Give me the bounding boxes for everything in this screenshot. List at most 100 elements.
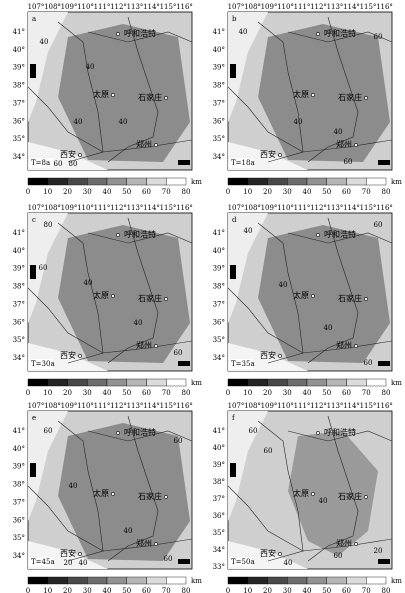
longitude-label: 112° (110, 204, 127, 212)
colorbar-segment (346, 378, 367, 387)
city-label: 石家庄 (138, 293, 162, 303)
dark-zone (258, 24, 390, 162)
latitude-label: 34° (213, 153, 225, 161)
panel-letter: d (232, 216, 237, 224)
colorbar-tick: 40 (103, 188, 112, 196)
city-marker (111, 294, 115, 298)
latitude-label: 36° (213, 512, 225, 520)
latitude-label: 38° (13, 82, 25, 90)
latitude-label: 34° (213, 546, 225, 554)
longitude-label: 114° (143, 3, 160, 11)
contour-label: 40 (334, 128, 343, 136)
city-marker (154, 143, 158, 147)
latitude-label: 41° (13, 229, 25, 237)
longitude-label: 110° (277, 3, 294, 11)
contour-label: 60 (44, 427, 53, 435)
city-marker (316, 233, 320, 237)
city-label: 石家庄 (138, 491, 162, 501)
colorbar-tick: 30 (283, 587, 292, 593)
colorbar-tick: 80 (182, 188, 191, 196)
city-label: 西安 (260, 548, 276, 558)
colorbar-segment (106, 177, 127, 186)
boundary (257, 420, 304, 562)
colorbar-tick: 60 (142, 188, 151, 196)
panel-letter: c (32, 216, 36, 224)
colorbar-unit: km (191, 178, 202, 186)
colorbar-segment (267, 576, 288, 585)
colorbar-unit: km (391, 379, 402, 387)
colorbar-tick: 20 (63, 587, 72, 593)
longitude-label: 113° (127, 402, 144, 410)
city-label: 郑州 (336, 538, 352, 548)
longitude-label: 115° (360, 3, 377, 11)
longitude-label: 110° (77, 204, 94, 212)
contour-label: 80 (44, 221, 53, 229)
contour-label: 40 (294, 118, 303, 126)
colorbar-segment (47, 378, 68, 387)
longitude-label: 108° (244, 3, 261, 11)
boundary (307, 217, 359, 364)
contour-label: 60 (249, 427, 258, 435)
city-label: 石家庄 (338, 491, 362, 501)
contour-label: 40 (86, 63, 95, 71)
colorbar-tick: 30 (283, 188, 292, 196)
colorbar-segment (87, 177, 108, 186)
colorbar-segment (227, 378, 248, 387)
city-marker (116, 32, 120, 36)
contour-label: 40 (239, 28, 248, 36)
city-marker (164, 96, 168, 100)
city-label: 西安 (60, 548, 76, 558)
city-marker (154, 542, 158, 546)
light-zone (228, 213, 268, 323)
latitude-label: 34° (13, 552, 25, 560)
latitude-label: 39° (13, 265, 25, 273)
longitude-label: 114° (143, 204, 160, 212)
city-marker (364, 495, 368, 499)
contour-label: 40 (69, 482, 78, 490)
colorbar-segment (326, 576, 347, 585)
city-marker (116, 233, 120, 237)
colorbar-segment (287, 177, 308, 186)
latitude-label: 40° (213, 444, 225, 452)
city-marker (111, 492, 115, 496)
latitude-label: 41° (13, 28, 25, 36)
city-marker (311, 492, 315, 496)
edge-artifact (178, 559, 190, 564)
colorbar-segment (306, 576, 327, 585)
colorbar-segment (346, 576, 367, 585)
contour-label: 60 (374, 221, 383, 229)
city-marker (154, 344, 158, 348)
boundary (107, 415, 159, 562)
map-panel: 107° 108° 109° 110° 111° 112° 113° 114° 115° 116°… (213, 402, 403, 593)
boundary (307, 415, 359, 562)
colorbar-segment (306, 378, 327, 387)
longitude-label: 113° (127, 3, 144, 11)
contour-label: 60 (334, 552, 343, 560)
colorbar-tick: 20 (63, 389, 72, 397)
boundary (257, 222, 304, 364)
city-label: 郑州 (336, 139, 352, 149)
longitude-label: 107° (228, 204, 245, 212)
colorbar-tick: 30 (83, 188, 92, 196)
colorbar-segment (166, 378, 187, 387)
colorbar-segment (306, 177, 327, 186)
longitude-label: 114° (143, 402, 160, 410)
contour-label: 60 (264, 447, 273, 455)
colorbar-tick: 80 (182, 389, 191, 397)
contour-label: 40 (244, 227, 253, 235)
latitude-label: 35° (213, 529, 225, 537)
light-zone (228, 411, 268, 521)
latitude-label: 34° (213, 354, 225, 362)
colorbar-tick: 20 (263, 587, 272, 593)
time-label: T=45a (31, 558, 55, 566)
dark-zone (58, 24, 190, 162)
longitude-label: 110° (277, 204, 294, 212)
city-marker (278, 552, 282, 556)
panel-letter: b (232, 15, 237, 23)
panel-letter: f (232, 414, 236, 422)
contour-label: 40 (279, 281, 288, 289)
colorbar-segment (87, 576, 108, 585)
contour-label: 60 (39, 264, 48, 272)
latitude-label: 40° (13, 445, 25, 453)
light-zone (228, 12, 268, 122)
